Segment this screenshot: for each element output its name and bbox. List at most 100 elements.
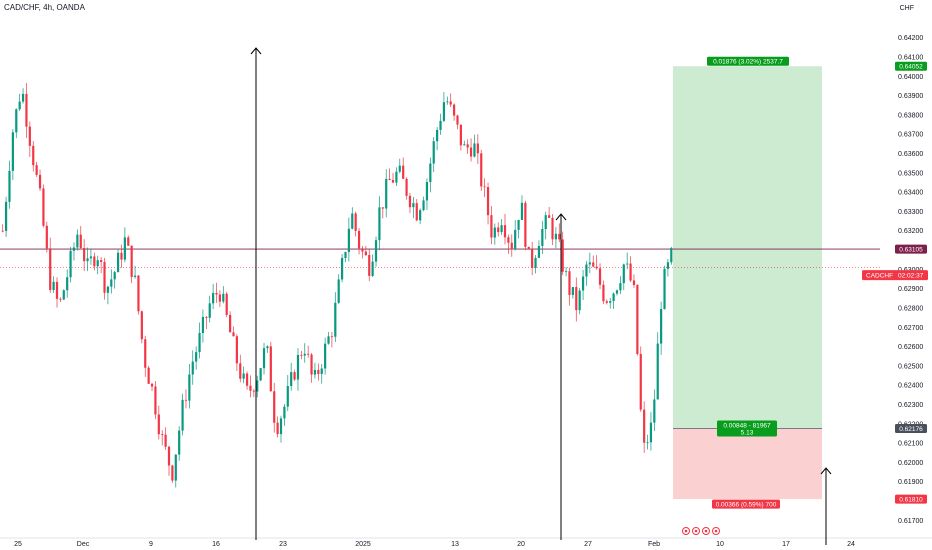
candle-body [480,153,483,187]
entry-price-badge-bg [895,423,927,433]
candle-body [201,316,205,334]
candle-body [76,234,79,248]
candle-body [463,144,466,146]
candle-body [1,230,4,232]
candle-body [483,186,486,188]
candle-body [497,227,500,233]
stop-info-label: 0.00366 (0.59%) 700 [716,502,777,509]
candle-body [364,251,367,256]
candle-body [195,352,198,362]
current-price-badge-bg [895,244,927,254]
candle-body [663,268,666,309]
stop-price-badge-bg [895,494,927,504]
event-marker-dot-icon [694,529,698,533]
candle-body [150,383,154,387]
candle-body [340,257,344,280]
candle-body [208,303,211,318]
candle-body [415,203,418,221]
candle-body [215,292,218,295]
candle-body [598,268,602,285]
candle-body [524,202,527,247]
candle-body [283,406,286,419]
candle-body [38,174,42,189]
candle-body [35,165,38,175]
candle-body [228,314,232,333]
candle-body [96,260,99,267]
candle-body [259,368,262,381]
target-price-badge: 0.64052 [899,64,923,71]
candle-body [86,258,89,262]
y-tick-label: 0.62800 [898,305,923,312]
candle-body [205,316,208,318]
loss-zone [673,428,822,500]
candle-body [59,298,62,300]
candle-body [385,178,388,209]
candle-body [469,147,473,157]
candle-body [609,301,612,303]
candle-body [242,373,245,379]
x-tick-label: 2025 [355,541,371,548]
candle-body [561,239,564,272]
candle-body [184,399,188,401]
candle-body [45,225,48,249]
candle-body [8,170,11,202]
candle-body [398,165,401,172]
candle-body [619,283,622,291]
x-tick-label: 24 [847,541,855,548]
candle-body [276,422,279,435]
x-tick-label: Feb [648,541,660,548]
candle-body [571,287,574,295]
y-tick-label: 0.63300 [898,209,923,216]
candle-body [188,374,191,401]
candle-body [452,104,456,116]
y-tick-label: 0.63900 [898,93,923,100]
candle-body [106,286,110,293]
candle-body [578,290,581,311]
candle-body [79,234,82,249]
candle-body [551,217,554,240]
candle-body [422,200,425,211]
candle-body [256,380,259,392]
y-tick-label: 0.64000 [898,74,923,81]
candle-body [626,263,629,265]
candle-body [666,262,670,269]
candle-body [137,275,140,312]
candle-body [178,430,181,455]
candle-body [103,261,106,293]
candle-body [612,293,615,302]
candle-body [55,281,59,299]
candle-body [629,263,632,281]
candle-body [42,188,45,226]
candle-body [486,187,490,216]
candle-body [649,422,653,443]
candle-body [354,213,357,231]
y-tick-label: 0.61700 [898,518,923,525]
candle-body [290,372,293,387]
candle-body [531,248,534,268]
candle-body [368,255,371,276]
y-tick-label: 0.63400 [898,190,923,197]
candle-body [473,143,476,157]
candle-body [395,171,398,183]
current-price-badge: 0.63105 [899,246,923,253]
candle-body [123,237,126,260]
candle-body [25,93,28,127]
candle-body [564,271,568,273]
candle-body [568,271,571,295]
candle-body [334,302,337,337]
candle-body [442,102,446,121]
candle-body [72,247,76,251]
candle-body [337,279,340,303]
candle-body [595,266,598,269]
x-tick-label: 20 [517,541,525,548]
candle-body [592,262,595,267]
candle-body [32,145,35,166]
candle-body [266,346,269,349]
candle-body [93,256,96,267]
y-tick-label: 0.62900 [898,286,923,293]
y-tick-label: 0.62600 [898,344,923,351]
chart-title: CAD/CHF, 4h, OANDA [4,3,85,12]
candle-body [347,228,350,253]
symbol-label: CADCHF [866,273,893,280]
